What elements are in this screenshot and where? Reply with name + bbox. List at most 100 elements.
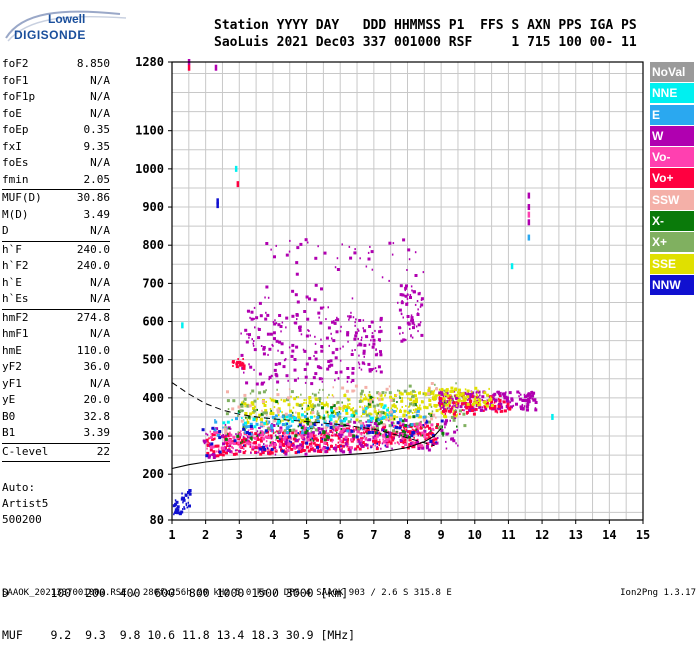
echo-point xyxy=(466,395,470,399)
echo-point xyxy=(334,266,337,269)
muf-row: MUF 9.2 9.3 9.8 10.6 11.8 13.4 18.3 30.9… xyxy=(2,628,356,642)
echo-point xyxy=(443,409,446,412)
param-name: foF2 xyxy=(2,57,29,70)
param-value: 3.49 xyxy=(83,207,111,221)
echo-point xyxy=(265,440,268,443)
echo-point xyxy=(385,444,389,448)
echo-point xyxy=(325,336,329,340)
echo-point xyxy=(407,397,409,400)
echo-point xyxy=(415,410,417,413)
echo-point xyxy=(435,398,437,401)
echo-point xyxy=(293,446,296,450)
echo-point xyxy=(358,366,361,369)
echo-point xyxy=(265,444,268,448)
echo-point xyxy=(305,401,307,404)
echo-point xyxy=(290,425,292,427)
echo-point xyxy=(447,396,451,400)
echo-point xyxy=(453,404,455,407)
echo-point xyxy=(474,396,476,399)
echo-point xyxy=(240,441,242,444)
autoscaler-version: 500200 xyxy=(2,513,42,526)
x-tick-label: 5 xyxy=(303,528,310,542)
echo-point xyxy=(473,398,477,401)
echo-point xyxy=(257,397,259,400)
echo-point-isolated xyxy=(216,202,219,209)
echo-point xyxy=(249,425,253,428)
echo-point xyxy=(359,392,363,396)
echo-point xyxy=(273,322,277,326)
echo-point xyxy=(284,414,286,417)
echo-point xyxy=(456,429,458,432)
echo-point xyxy=(263,443,265,446)
echo-point xyxy=(327,306,329,309)
echo-point xyxy=(237,412,240,415)
param-name: h`F xyxy=(2,242,22,256)
echo-point xyxy=(378,410,380,413)
echo-point xyxy=(493,401,496,404)
echo-point xyxy=(181,492,183,495)
param-value: N/A xyxy=(90,292,110,305)
echo-point xyxy=(474,386,478,390)
echo-point xyxy=(283,431,287,435)
echo-point xyxy=(207,444,209,446)
echo-point xyxy=(278,443,282,446)
echo-point xyxy=(314,283,318,287)
param-value: 274.8 xyxy=(76,310,110,324)
echo-point xyxy=(298,438,300,441)
echo-point xyxy=(336,268,340,271)
echo-point xyxy=(383,404,387,408)
param-name: h`Es xyxy=(2,292,29,305)
echo-point xyxy=(180,510,184,514)
ionogram-chart: 1 2 3 4 5 6 7 8 9 10 11 12 13 14 158020030040050060070… xyxy=(135,55,650,542)
echo-point xyxy=(390,407,393,410)
echo-point xyxy=(380,410,384,414)
echo-point xyxy=(255,316,259,320)
param-name: M(D) xyxy=(2,207,29,221)
echo-point xyxy=(325,423,329,427)
echo-point xyxy=(212,456,216,459)
echo-point xyxy=(253,348,257,352)
echo-point xyxy=(278,445,282,449)
echo-point xyxy=(499,410,502,413)
echo-point xyxy=(290,409,292,412)
echo-point xyxy=(332,439,334,442)
echo-point xyxy=(385,387,389,391)
echo-point xyxy=(262,352,266,356)
echo-point xyxy=(178,512,182,516)
echo-point xyxy=(286,396,290,400)
echo-point xyxy=(338,423,342,427)
echo-point xyxy=(357,329,360,332)
param-value: 32.8 xyxy=(83,409,111,423)
echo-point xyxy=(290,441,292,444)
echo-point xyxy=(502,392,505,396)
echo-point xyxy=(463,424,467,428)
echo-point xyxy=(332,434,334,437)
param-row-he: h`E N/A xyxy=(2,275,110,292)
param-name: foEs xyxy=(2,156,29,169)
echo-point xyxy=(305,428,309,432)
echo-point xyxy=(314,443,318,447)
echo-point xyxy=(317,449,320,453)
echo-point xyxy=(469,399,473,403)
echo-point xyxy=(442,391,444,394)
echo-point xyxy=(209,430,212,433)
echo-point xyxy=(334,421,336,424)
echo-point xyxy=(281,321,284,324)
echo-point xyxy=(359,398,362,401)
echo-point xyxy=(325,318,327,321)
y-tick-label: 1100 xyxy=(135,124,164,138)
echo-point xyxy=(254,432,258,436)
echo-point xyxy=(300,431,304,435)
echo-point xyxy=(360,389,364,393)
echo-point xyxy=(395,394,398,396)
echo-point xyxy=(444,412,447,415)
echo-point xyxy=(242,364,246,368)
echo-point xyxy=(229,431,231,434)
echo-point xyxy=(326,432,330,436)
echo-point xyxy=(441,397,443,400)
echo-point xyxy=(324,419,327,422)
echo-point xyxy=(311,408,314,412)
echo-point xyxy=(263,447,267,451)
echo-point xyxy=(269,332,273,336)
echo-point xyxy=(427,389,431,393)
